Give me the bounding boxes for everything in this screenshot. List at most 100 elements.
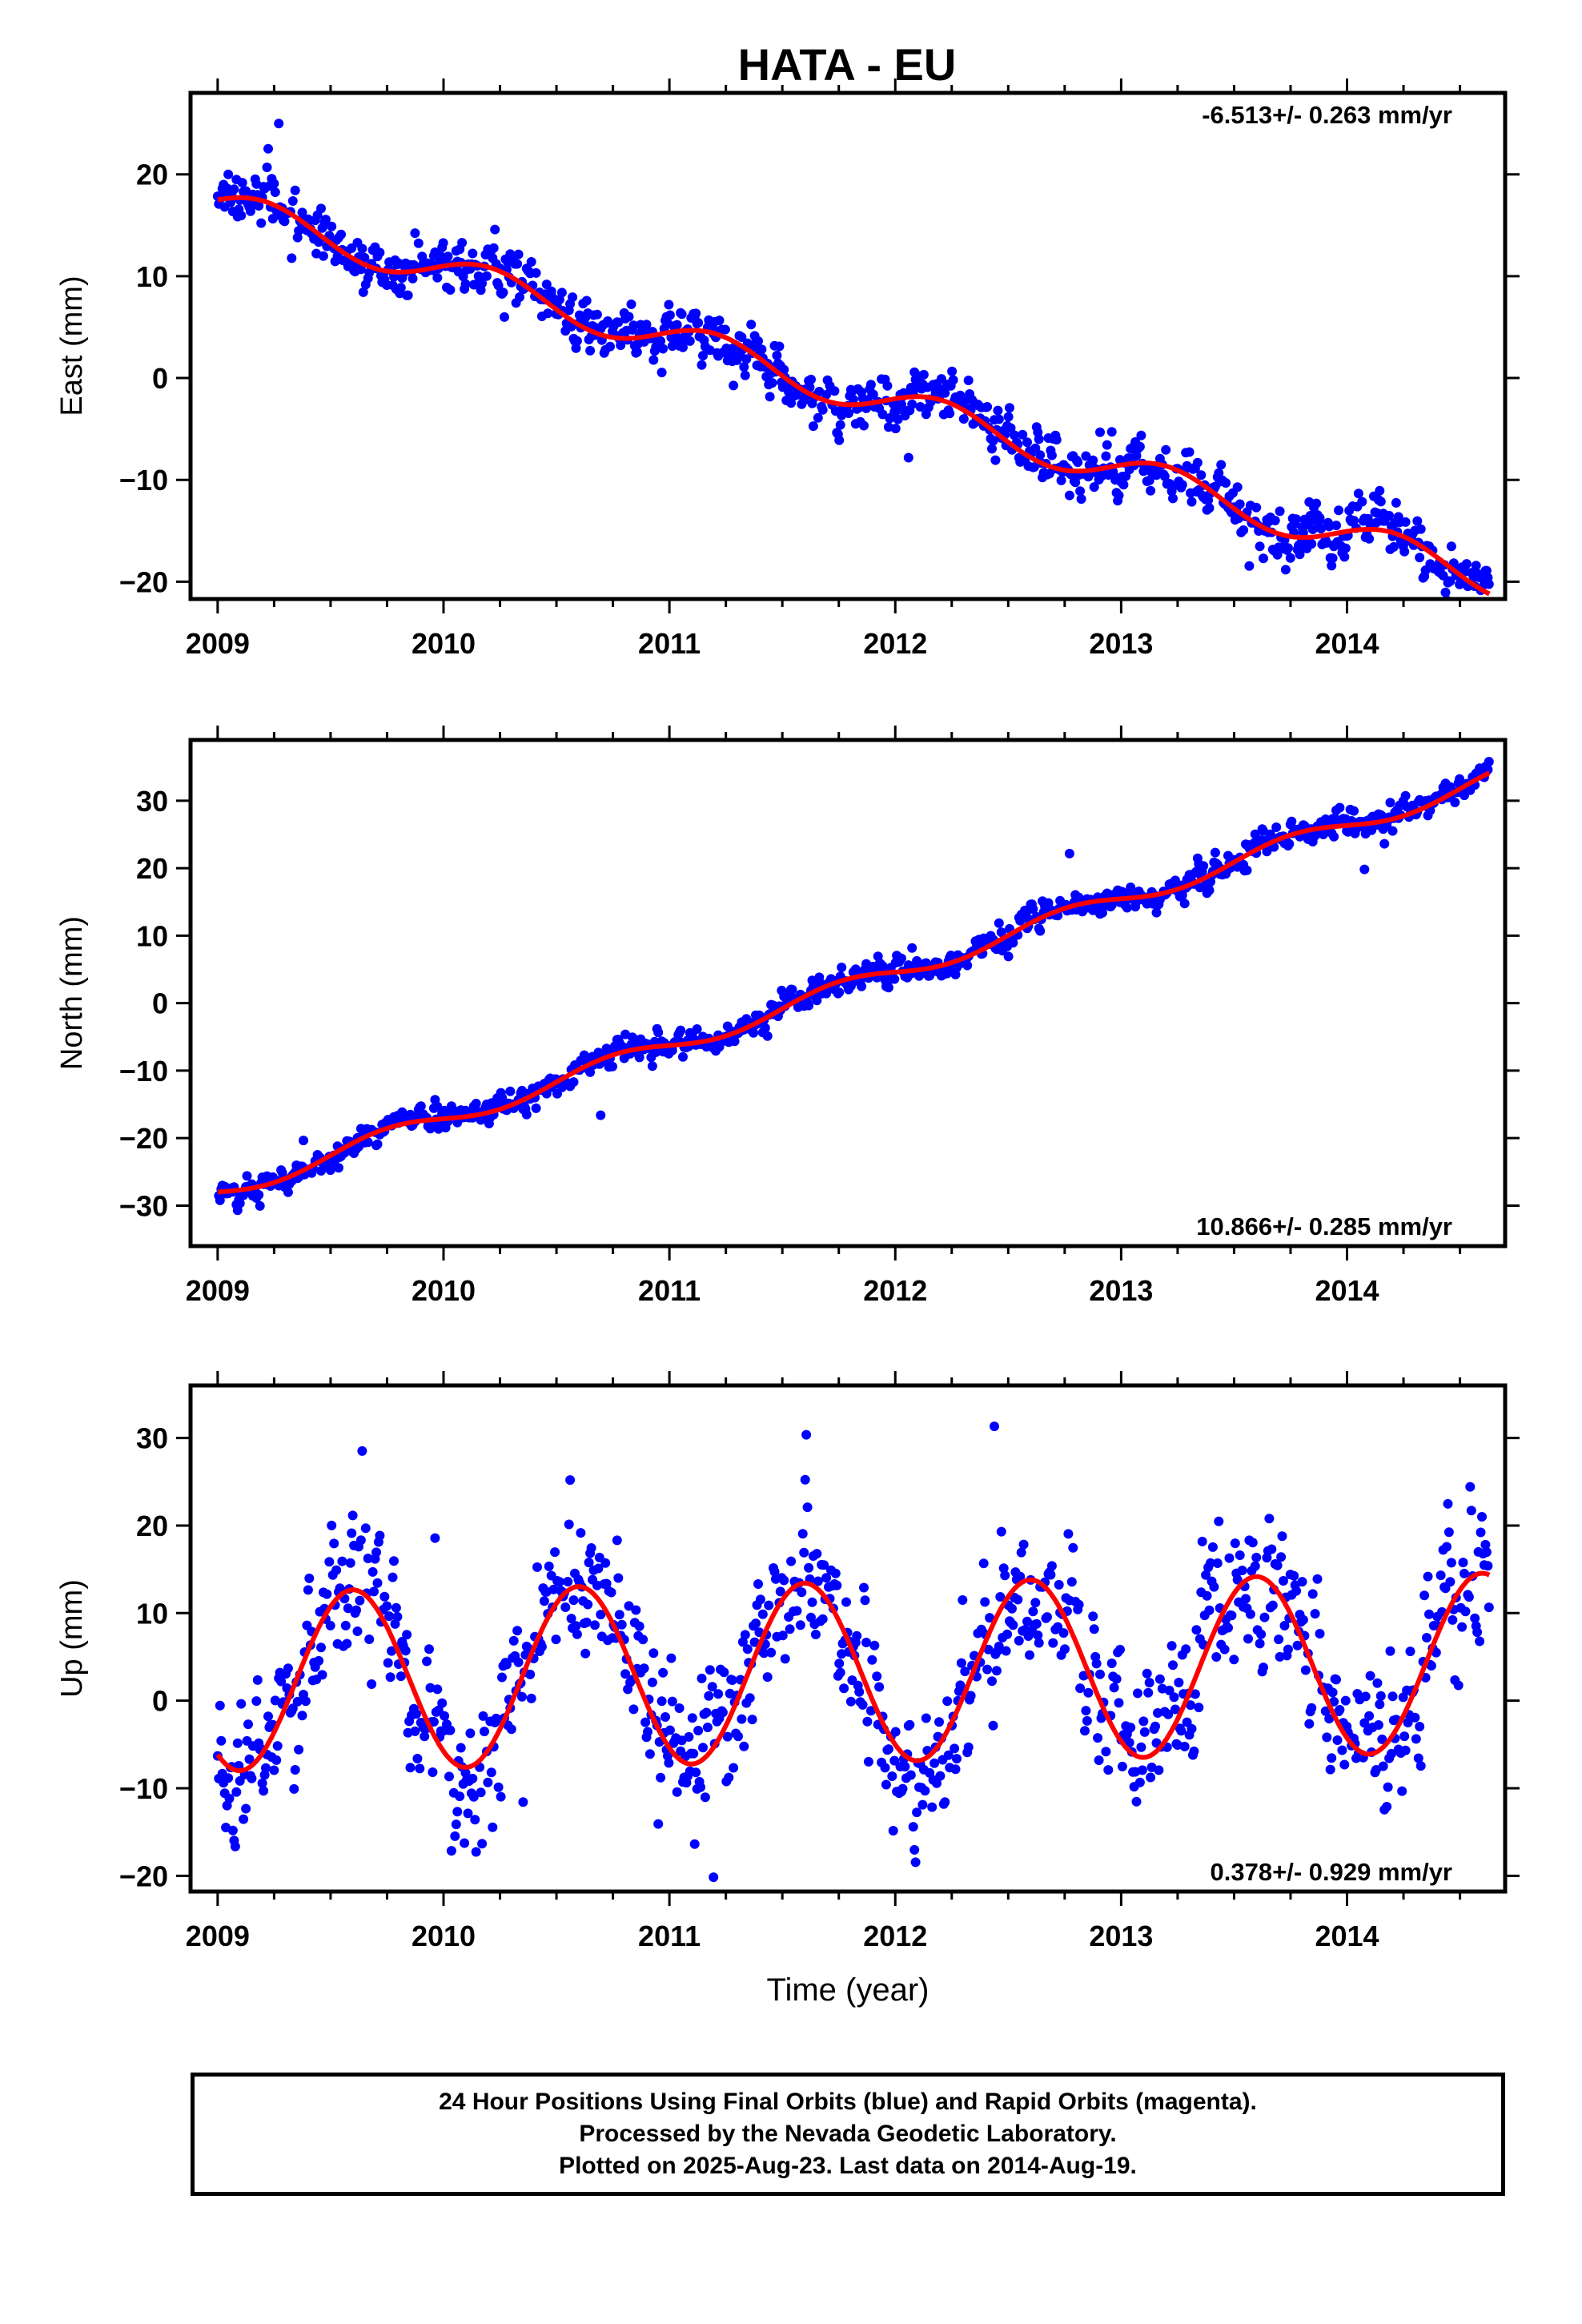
data-point — [1285, 553, 1295, 563]
data-point — [359, 252, 370, 263]
data-point — [616, 1619, 627, 1630]
data-point — [1340, 1695, 1351, 1706]
data-point — [665, 1725, 675, 1735]
data-point — [910, 1857, 921, 1868]
data-point — [857, 1374, 866, 1384]
data-point — [251, 1696, 262, 1707]
x-tick-label: 2011 — [638, 1920, 701, 1952]
data-point — [571, 1621, 581, 1631]
data-point — [1331, 1675, 1341, 1685]
data-point — [1022, 1616, 1032, 1626]
data-point — [960, 1667, 970, 1677]
observation-points — [212, 119, 1494, 599]
data-point — [1102, 440, 1112, 450]
data-point — [403, 290, 413, 300]
data-point — [1028, 904, 1038, 915]
data-point — [1307, 1703, 1317, 1713]
data-point — [428, 1717, 439, 1727]
data-point — [1335, 802, 1345, 813]
data-point — [432, 1684, 443, 1695]
data-point — [1279, 1621, 1290, 1630]
y-tick-label: −10 — [119, 1055, 168, 1088]
data-point — [1144, 1678, 1154, 1688]
data-point — [1209, 1582, 1219, 1592]
data-point — [1143, 1687, 1154, 1698]
data-point — [841, 1597, 851, 1607]
data-point — [677, 309, 687, 320]
data-point — [908, 1822, 918, 1832]
data-point — [1074, 892, 1084, 903]
data-point — [702, 1723, 713, 1732]
data-point — [1400, 1745, 1411, 1755]
data-point — [640, 1717, 651, 1727]
data-point — [740, 1630, 750, 1640]
data-point — [515, 292, 524, 302]
data-point — [501, 1659, 512, 1670]
data-point — [1443, 1527, 1454, 1538]
data-point — [672, 320, 682, 330]
data-point — [1270, 516, 1280, 525]
plot-frame — [188, 1383, 1508, 1894]
data-point — [624, 312, 634, 322]
data-point — [982, 1664, 993, 1675]
data-point — [430, 1533, 440, 1543]
data-point — [1247, 1538, 1258, 1548]
observation-points — [212, 1374, 1494, 1883]
data-point — [860, 1595, 870, 1606]
data-point — [327, 1520, 337, 1530]
data-point — [648, 1648, 659, 1659]
data-point — [862, 1716, 873, 1727]
data-point — [1007, 1603, 1017, 1614]
data-point — [247, 1773, 257, 1783]
data-point — [375, 1530, 385, 1541]
x-tick-label: 2011 — [638, 627, 701, 660]
data-point — [985, 1613, 995, 1623]
data-point — [1216, 460, 1227, 470]
data-point — [1388, 541, 1399, 552]
data-point — [223, 169, 234, 179]
data-point — [882, 380, 893, 391]
data-point — [572, 1629, 582, 1639]
data-point — [432, 272, 443, 283]
data-point — [1391, 497, 1401, 508]
data-point — [1335, 1705, 1345, 1715]
data-point — [1181, 1644, 1191, 1655]
data-point — [1018, 429, 1028, 440]
y-axis-label: Up (mm) — [55, 1579, 89, 1698]
data-point — [1375, 1699, 1385, 1710]
data-point — [1088, 1611, 1098, 1622]
data-point — [990, 455, 1001, 465]
data-point — [1379, 838, 1390, 849]
data-point — [1455, 774, 1465, 784]
data-point — [684, 1731, 694, 1742]
data-point — [536, 1642, 547, 1652]
data-point — [565, 1475, 576, 1486]
data-point — [963, 376, 974, 385]
data-point — [1202, 1590, 1212, 1601]
data-point — [865, 380, 876, 390]
data-point — [460, 1838, 470, 1848]
plot-frame — [188, 738, 1508, 1248]
data-point — [375, 247, 385, 258]
data-point — [850, 964, 861, 975]
data-point — [413, 238, 424, 248]
data-point — [643, 1727, 652, 1737]
data-point — [1163, 1709, 1174, 1719]
data-point — [742, 1644, 753, 1655]
data-point — [1475, 573, 1485, 583]
data-point — [839, 1683, 849, 1694]
data-point — [1190, 1689, 1200, 1699]
y-tick-label: −10 — [119, 464, 168, 497]
data-point — [729, 1036, 740, 1047]
data-point — [1166, 1641, 1177, 1651]
data-point — [455, 1791, 465, 1802]
y-tick-label: 20 — [136, 852, 168, 885]
data-point — [1447, 1614, 1458, 1625]
rate-annotation: 10.866+/- 0.285 mm/yr — [1196, 1212, 1452, 1240]
data-point — [605, 341, 615, 352]
data-point — [634, 1621, 644, 1631]
data-point — [1472, 1627, 1483, 1638]
data-point — [600, 1558, 611, 1568]
data-point — [1136, 1742, 1146, 1752]
y-tick-label: 0 — [152, 362, 168, 395]
